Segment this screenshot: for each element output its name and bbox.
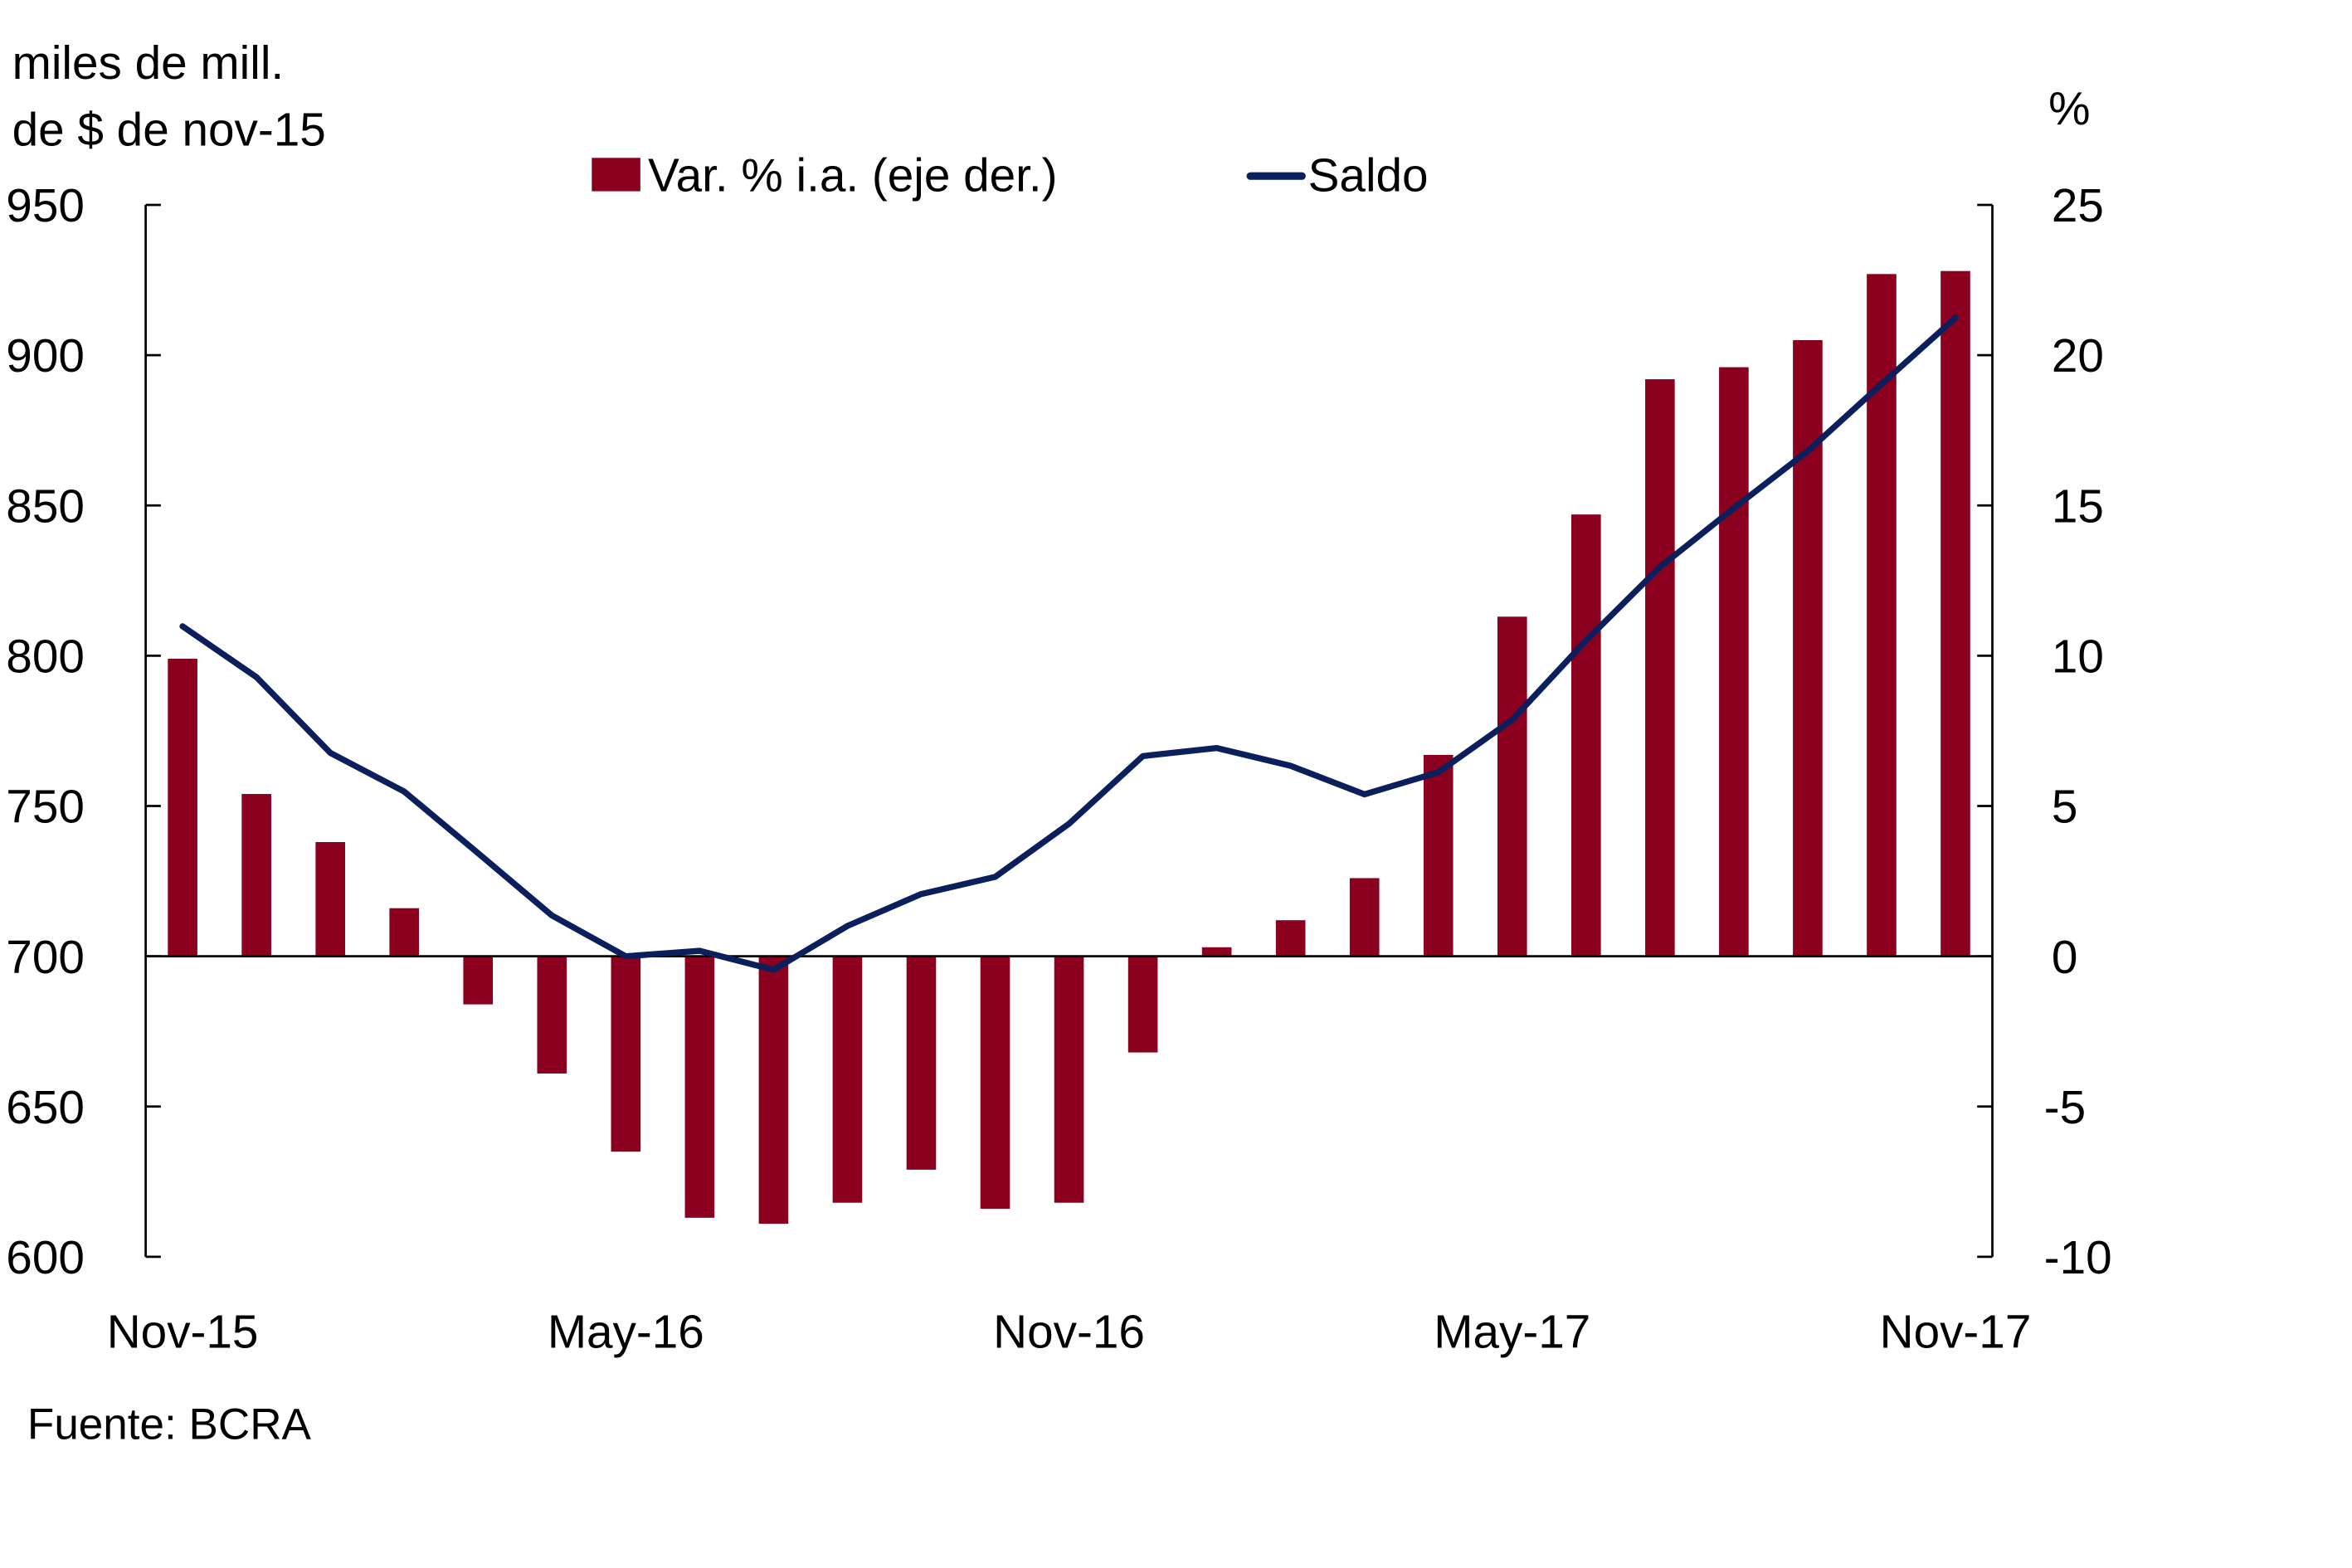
right-axis-tick-label: 5: [2052, 782, 2078, 834]
bar-var-ia: [684, 956, 715, 1218]
bar-var-ia: [1054, 956, 1084, 1203]
bar-var-ia: [168, 659, 197, 957]
left-axis-tick-label: 650: [6, 1082, 85, 1134]
right-axis-unit-label: %: [2048, 83, 2090, 135]
legend: Var. % i.a. (eje der.) Saldo: [592, 150, 1429, 202]
left-axis-tick-label: 950: [6, 180, 85, 232]
line-series: [179, 314, 1959, 973]
bar-var-ia: [241, 794, 271, 957]
right-axis-tick-label: -5: [2044, 1082, 2086, 1134]
bar-var-ia: [758, 956, 789, 1225]
bar-var-ia: [1571, 514, 1601, 957]
bar-var-ia: [1275, 920, 1306, 957]
bar-var-ia: [1719, 367, 1749, 957]
bar-var-ia: [980, 956, 1010, 1209]
x-axis-tick-label: May-17: [1434, 1307, 1590, 1359]
left-axis-tick-label: 850: [6, 480, 85, 533]
bar-var-ia: [1349, 878, 1380, 957]
bar-var-ia: [1201, 947, 1232, 957]
legend-bar-swatch: [592, 158, 640, 192]
bar-var-ia: [463, 956, 494, 1005]
left-axis-unit-line-1: miles de mill.: [12, 37, 285, 90]
right-axis-tick-label: 10: [2052, 631, 2104, 684]
bar-var-ia: [906, 956, 937, 1170]
bar-var-ia: [315, 842, 345, 957]
left-axis-tick-label: 800: [6, 631, 85, 684]
right-axis-tick-label: 15: [2052, 480, 2104, 533]
right-axis-tick-label: -10: [2044, 1232, 2112, 1284]
bar-var-ia: [1497, 616, 1527, 957]
bar-var-ia: [1645, 379, 1675, 957]
right-axis-tick-label: 0: [2052, 932, 2078, 984]
bar-var-ia: [537, 956, 567, 1074]
x-axis-tick-label: Nov-17: [1880, 1307, 2032, 1359]
left-axis-unit-line-2: de $ de nov-15: [12, 105, 326, 157]
x-axis-tick-label: Nov-15: [107, 1307, 259, 1359]
legend-line-label: Saldo: [1308, 150, 1429, 202]
bar-var-ia: [832, 956, 863, 1203]
bar-series: [168, 270, 1970, 1225]
x-axis-tick-label: May-16: [548, 1307, 704, 1359]
bar-var-ia: [1941, 270, 1970, 957]
right-axis-tick-label: 25: [2052, 180, 2104, 232]
left-axis-tick-label: 750: [6, 782, 85, 834]
source-note: Fuente: BCRA: [27, 1400, 312, 1449]
bar-var-ia: [1793, 340, 1823, 957]
right-axis-tick-label: 20: [2052, 330, 2104, 382]
x-axis-tick-label: Nov-16: [993, 1307, 1145, 1359]
bar-var-ia: [1127, 956, 1158, 1053]
left-axis-tick-label: 700: [6, 932, 85, 984]
x-axis: Nov-15 May-16 Nov-16 May-17 Nov-17: [107, 1307, 2032, 1359]
left-axis-tick-label: 600: [6, 1232, 85, 1284]
left-axis: 950 900 850 800 750 700 650 600: [6, 180, 161, 1284]
bar-var-ia: [611, 956, 641, 1152]
right-axis: 25 20 15 10 5 0 -5 -10: [1977, 180, 2112, 1284]
legend-bar-label: Var. % i.a. (eje der.): [648, 150, 1058, 202]
left-axis-tick-label: 900: [6, 330, 85, 382]
bar-var-ia: [1423, 754, 1454, 957]
bar-var-ia: [389, 908, 420, 957]
line-saldo: [179, 314, 1959, 973]
